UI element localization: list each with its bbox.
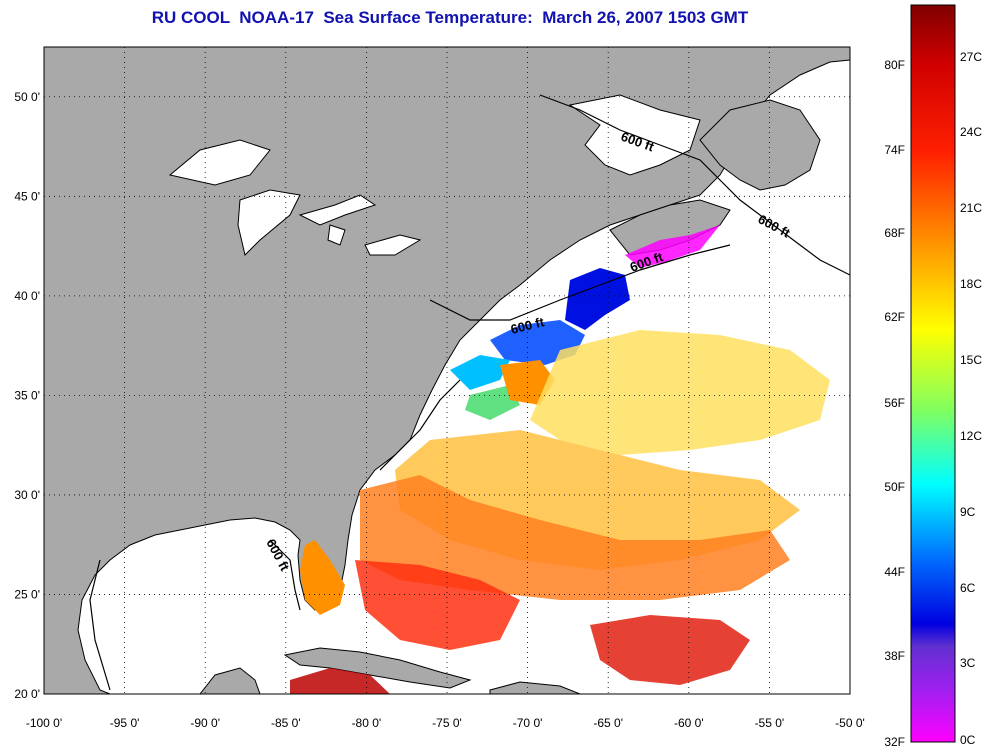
longitude-axis: -100 0' -95 0' -90 0' -85 0' -80 0' -75 0' -70… [26, 716, 865, 730]
map-frame [43, 46, 851, 695]
colorbar-celsius-label: 9C [960, 505, 976, 519]
longitude-tick-label: -75 0' [432, 716, 462, 730]
latitude-tick-label: 35 0' [14, 388, 40, 402]
colorbar-fahrenheit-label: 50F [884, 480, 905, 494]
colorbar-gradient [910, 4, 956, 743]
colorbar-fahrenheit-label: 68F [884, 226, 905, 240]
sst-data-layer [290, 225, 830, 694]
longitude-tick-label: -50 0' [835, 716, 865, 730]
latitude-tick-label: 30 0' [14, 488, 40, 502]
colorbar-celsius-label: 21C [960, 201, 982, 215]
longitude-tick-label: -70 0' [513, 716, 543, 730]
colorbar-fahrenheit-label: 80F [884, 58, 905, 72]
colorbar-celsius-label: 15C [960, 353, 982, 367]
latitude-axis: 20 0' 25 0' 30 0' 35 0' 40 0' 45 0' 50 0' [14, 90, 40, 701]
colorbar: 80F 74F 68F 62F 56F 50F 44F 38F 32F 27C 24C 21C 18C… [884, 4, 982, 749]
colorbar-fahrenheit-labels: 80F 74F 68F 62F 56F 50F 44F 38F 32F [884, 58, 905, 749]
great-lakes [168, 139, 422, 256]
latitude-tick-label: 20 0' [14, 687, 40, 701]
latitude-tick-label: 50 0' [14, 90, 40, 104]
latitude-tick-label: 25 0' [14, 587, 40, 601]
colorbar-fahrenheit-label: 44F [884, 565, 905, 579]
colorbar-celsius-label: 3C [960, 656, 976, 670]
longitude-tick-label: -65 0' [593, 716, 623, 730]
colorbar-fahrenheit-label: 62F [884, 310, 905, 324]
longitude-tick-label: -90 0' [190, 716, 220, 730]
longitude-tick-label: -60 0' [674, 716, 704, 730]
colorbar-celsius-label: 18C [960, 277, 982, 291]
latitude-tick-label: 45 0' [14, 189, 40, 203]
land-yucatan [199, 667, 261, 694]
longitude-tick-label: -95 0' [110, 716, 140, 730]
colorbar-fahrenheit-label: 32F [884, 735, 905, 749]
colorbar-celsius-label: 27C [960, 50, 982, 64]
colorbar-fahrenheit-label: 74F [884, 143, 905, 157]
longitude-tick-label: -100 0' [26, 716, 62, 730]
colorbar-celsius-label: 24C [960, 125, 982, 139]
colorbar-fahrenheit-label: 38F [884, 649, 905, 663]
colorbar-fahrenheit-label: 56F [884, 396, 905, 410]
bathymetry-contours [89, 94, 850, 691]
land-cuba [283, 647, 472, 689]
land-newfoundland [699, 99, 821, 191]
colorbar-celsius-labels: 27C 24C 21C 18C 15C 12C 9C 6C 3C 0C [960, 50, 982, 747]
colorbar-celsius-label: 6C [960, 581, 976, 595]
longitude-tick-label: -85 0' [271, 716, 301, 730]
latitude-tick-label: 40 0' [14, 289, 40, 303]
land-hispaniola [489, 681, 581, 694]
longitude-tick-label: -80 0' [352, 716, 382, 730]
longitude-tick-label: -55 0' [755, 716, 785, 730]
colorbar-celsius-label: 12C [960, 429, 982, 443]
colorbar-celsius-label: 0C [960, 733, 976, 747]
page-title: RU COOL NOAA-17 Sea Surface Temperature:… [151, 8, 749, 27]
